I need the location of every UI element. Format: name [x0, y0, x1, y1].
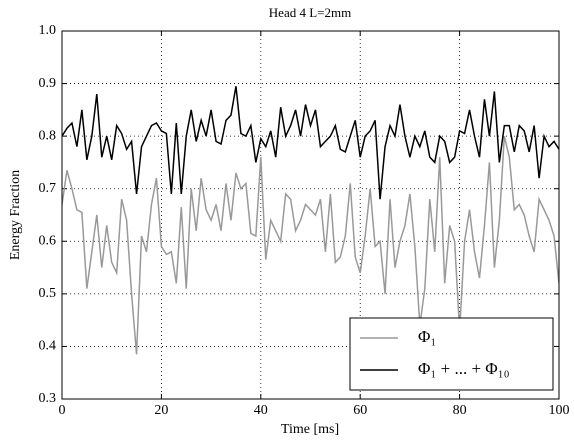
x-tick-label: 40	[254, 403, 268, 418]
y-tick-label: 0.8	[39, 128, 57, 143]
x-tick-label: 100	[549, 403, 570, 418]
series-line	[62, 86, 559, 200]
y-tick-label: 0.3	[39, 391, 57, 406]
series-line	[62, 135, 559, 355]
legend-label: Φ₁	[418, 327, 436, 346]
legend-label: Φ₁ + ... + Φ₁₀	[418, 359, 510, 378]
x-tick-label: 0	[59, 403, 66, 418]
legend-box	[349, 317, 554, 391]
y-tick-label: 0.9	[39, 76, 57, 91]
plot-frame	[61, 30, 560, 400]
chart-title: Head 4 L=2mm	[269, 5, 351, 20]
x-tick-label: 20	[154, 403, 168, 418]
y-tick-label: 0.5	[39, 286, 57, 301]
y-tick-label: 0.4	[39, 339, 57, 354]
x-tick-label: 80	[453, 403, 467, 418]
y-tick-label: 0.6	[39, 234, 57, 249]
y-tick-label: 1.0	[39, 23, 57, 38]
y-axis-label: Energy Fraction	[8, 170, 23, 260]
x-axis-label: Time [ms]	[281, 422, 339, 437]
y-tick-label: 0.7	[39, 181, 57, 196]
x-tick-label: 60	[353, 403, 367, 418]
